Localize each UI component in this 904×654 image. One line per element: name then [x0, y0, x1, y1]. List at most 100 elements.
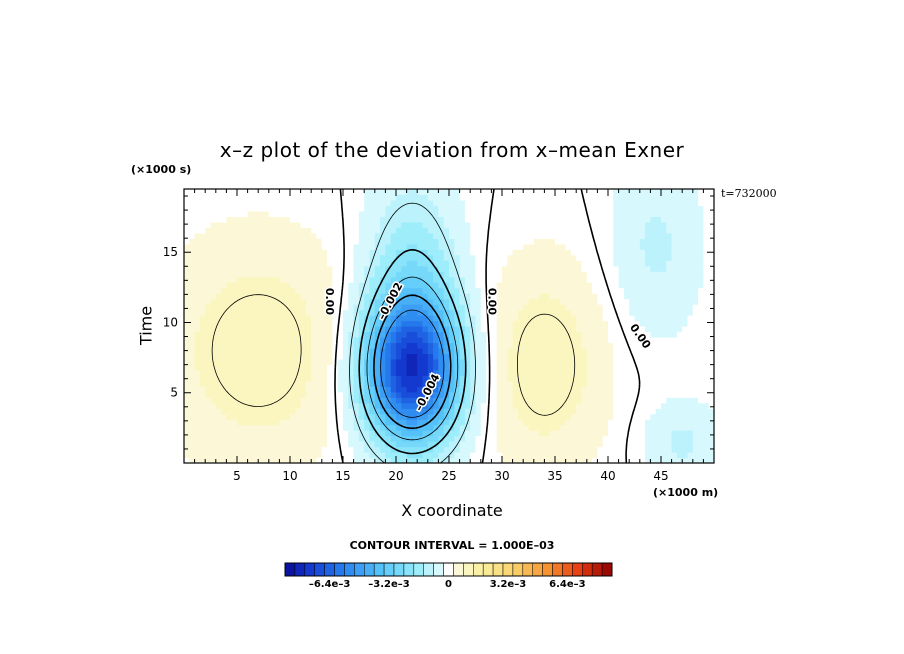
field-cell — [634, 243, 641, 250]
field-cell — [433, 293, 439, 300]
field-cell — [417, 227, 424, 234]
field-cell — [464, 221, 471, 228]
field-cell — [623, 386, 630, 393]
field-cell — [443, 342, 450, 349]
field-cell — [263, 408, 270, 415]
field-cell — [411, 216, 418, 223]
field-cell — [300, 430, 307, 437]
field-cell — [374, 216, 381, 223]
field-cell — [221, 419, 227, 426]
field-cell — [692, 271, 699, 278]
field-cell — [592, 386, 598, 393]
field-cell — [608, 441, 614, 448]
field-cell — [210, 347, 217, 354]
field-cell — [358, 386, 365, 393]
field-cell — [284, 260, 291, 267]
field-cell — [226, 336, 233, 344]
field-cell — [608, 397, 614, 404]
field-cell — [507, 358, 514, 365]
field-cell — [698, 391, 704, 398]
field-cell — [417, 457, 424, 463]
field-cell — [417, 232, 424, 239]
field-cell — [533, 347, 540, 354]
field-cell — [623, 375, 630, 382]
field-cell — [321, 446, 328, 453]
field-cell — [247, 375, 254, 382]
field-cell — [268, 408, 275, 415]
field-cell — [608, 194, 614, 201]
field-cell — [380, 397, 386, 404]
field-cell — [682, 205, 689, 212]
field-cell — [210, 353, 217, 360]
field-cell — [523, 347, 530, 354]
field-cell — [507, 386, 514, 393]
field-cell — [586, 276, 593, 283]
field-cell — [210, 430, 217, 437]
field-cell — [438, 380, 445, 387]
field-cell — [417, 452, 424, 459]
field-cell — [305, 232, 312, 239]
field-cell — [380, 380, 386, 387]
field-cell — [592, 326, 598, 333]
field-cell — [528, 435, 535, 442]
field-cell — [464, 260, 471, 267]
field-cell — [327, 358, 333, 365]
field-cell — [184, 419, 190, 426]
field-cell — [422, 331, 429, 338]
field-cell — [480, 205, 487, 212]
field-cell — [517, 205, 524, 212]
field-cell — [586, 249, 593, 256]
field-cell — [570, 331, 577, 338]
field-cell — [226, 430, 233, 437]
field-cell — [570, 408, 577, 415]
field-cell — [332, 260, 339, 267]
field-cell — [374, 413, 381, 420]
field-cell — [215, 369, 222, 376]
field-cell — [687, 232, 694, 239]
field-cell — [348, 430, 355, 437]
field-cell — [295, 358, 302, 365]
field-cell — [210, 441, 217, 448]
field-cell — [661, 265, 667, 272]
field-cell — [454, 331, 461, 338]
field-cell — [189, 276, 196, 283]
field-cell — [427, 293, 434, 300]
field-cell — [226, 380, 233, 387]
field-cell — [666, 249, 673, 256]
field-cell — [226, 452, 233, 459]
field-cell — [258, 271, 265, 278]
field-cell — [337, 369, 344, 376]
field-cell — [470, 424, 477, 431]
field-cell — [205, 298, 212, 305]
field-cell — [374, 315, 381, 322]
field-cell — [327, 271, 333, 278]
field-cell — [671, 320, 678, 327]
field-cell — [570, 205, 577, 212]
field-cell — [380, 408, 386, 415]
field-cell — [438, 199, 445, 207]
field-cell — [364, 293, 371, 300]
field-cell — [676, 364, 683, 371]
field-cell — [528, 402, 535, 409]
field-cell — [708, 419, 714, 426]
field-cell — [268, 276, 275, 283]
field-cell — [343, 189, 349, 196]
field-cell — [311, 413, 318, 420]
field-cell — [602, 271, 609, 278]
field-cell — [682, 342, 689, 349]
field-cell — [247, 326, 254, 333]
field-cell — [539, 271, 545, 278]
field-cell — [634, 342, 641, 349]
field-cell — [443, 227, 450, 234]
field-cell — [544, 249, 551, 256]
field-cell — [279, 424, 286, 431]
field-cell — [337, 216, 344, 223]
field-cell — [380, 293, 386, 300]
field-cell — [199, 336, 206, 344]
field-cell — [449, 205, 455, 212]
field-cell — [459, 315, 466, 322]
field-cell — [671, 342, 678, 349]
field-cell — [475, 402, 482, 409]
field-cell — [576, 304, 583, 311]
field-cell — [199, 210, 206, 217]
